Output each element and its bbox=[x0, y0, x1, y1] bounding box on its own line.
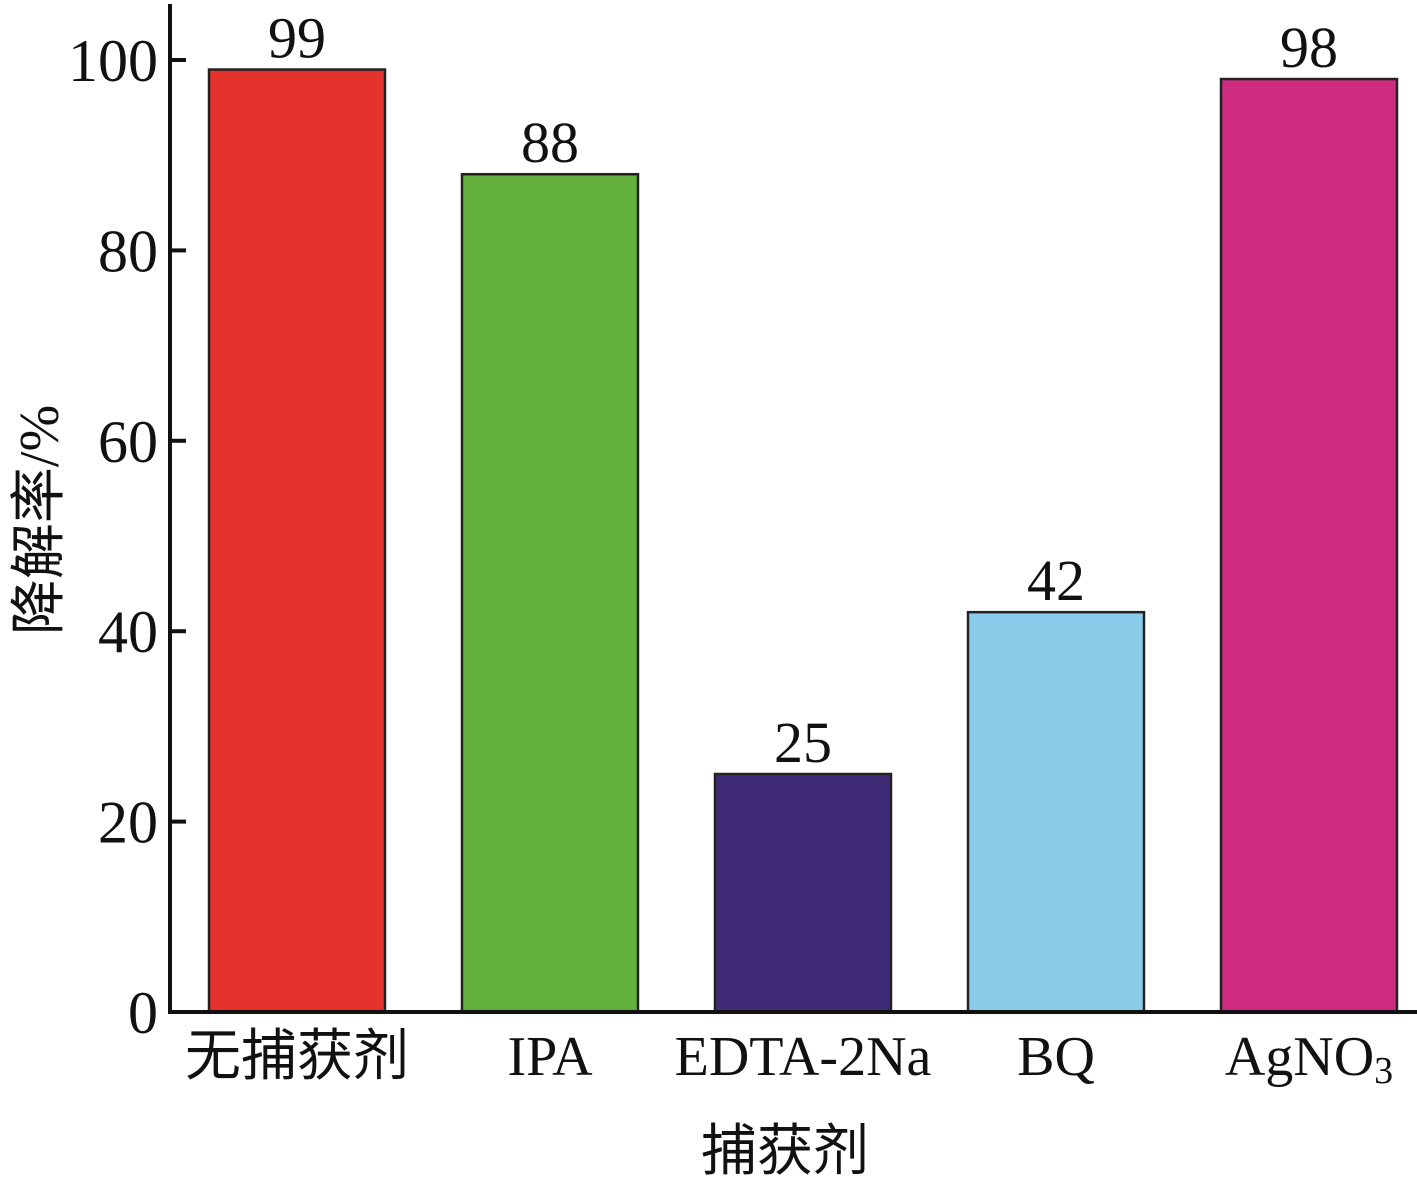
bar-value-label: 42 bbox=[1027, 548, 1085, 613]
x-category-label: BQ bbox=[1017, 1026, 1095, 1088]
x-category-label-text: IPA bbox=[507, 1026, 593, 1088]
x-axis-category-labels: 无捕获剂 IPA EDTA-2Na BQ AgNO3 bbox=[185, 1026, 1393, 1092]
bars-group bbox=[207, 68, 1399, 1014]
x-category-label-text: AgNO bbox=[1225, 1026, 1374, 1088]
bar-0 bbox=[207, 68, 387, 1014]
bar-3 bbox=[966, 610, 1146, 1014]
x-category-label-text: 无捕获剂 bbox=[185, 1026, 409, 1088]
y-tick-label: 100 bbox=[68, 28, 158, 94]
bar-1 bbox=[460, 172, 640, 1014]
y-tick-label: 80 bbox=[98, 218, 158, 284]
y-tick-label: 40 bbox=[98, 599, 158, 665]
x-category-label-subscript: 3 bbox=[1374, 1050, 1393, 1092]
bar-4 bbox=[1219, 77, 1399, 1014]
bar-value-label: 25 bbox=[774, 710, 832, 775]
x-category-label: EDTA-2Na bbox=[675, 1026, 932, 1088]
y-axis-ticks: 0 20 40 60 80 100 bbox=[68, 28, 186, 1046]
x-category-label-text: EDTA-2Na bbox=[675, 1026, 932, 1088]
bar-2 bbox=[713, 772, 893, 1014]
y-tick-label: 20 bbox=[98, 790, 158, 856]
y-tick-label: 60 bbox=[98, 409, 158, 475]
bar-value-label: 98 bbox=[1280, 15, 1338, 80]
bar-value-label: 99 bbox=[268, 6, 326, 71]
x-category-label: AgNO3 bbox=[1225, 1026, 1393, 1092]
y-tick-label: 0 bbox=[128, 980, 158, 1046]
x-category-label: 无捕获剂 bbox=[185, 1026, 409, 1088]
x-category-label-text: BQ bbox=[1017, 1026, 1095, 1088]
value-labels-group: 99 88 25 42 98 bbox=[268, 6, 1338, 775]
bar-value-label: 88 bbox=[521, 110, 579, 175]
x-category-label: IPA bbox=[507, 1026, 593, 1088]
y-axis-title: 降解率/% bbox=[9, 405, 71, 635]
x-axis-title: 捕获剂 bbox=[701, 1121, 869, 1181]
